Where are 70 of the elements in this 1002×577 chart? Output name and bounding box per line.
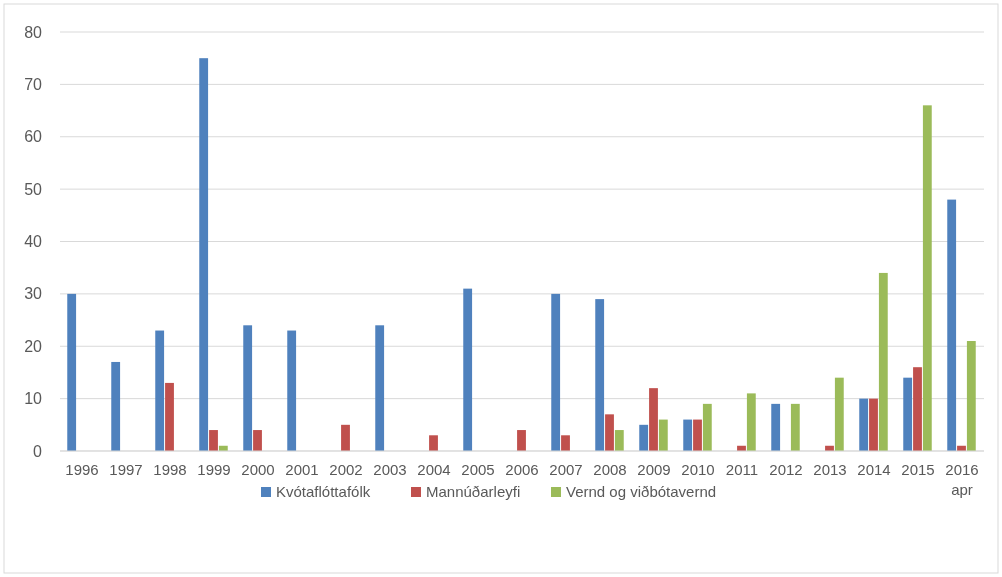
bar <box>834 377 844 451</box>
bar <box>683 419 693 451</box>
bar <box>429 435 438 451</box>
bar <box>605 414 614 451</box>
bar <box>209 430 218 451</box>
bar <box>658 419 668 451</box>
bar <box>702 403 712 451</box>
bar <box>517 430 526 451</box>
legend-label: Kvótaflóttafólk <box>276 483 371 501</box>
x-tick-label: 1999 <box>197 461 231 478</box>
bar <box>375 325 385 451</box>
y-tick-label: 30 <box>24 285 43 303</box>
y-tick-label: 60 <box>24 128 43 146</box>
bar <box>922 105 932 451</box>
bar <box>463 288 473 451</box>
x-tick-label: 2015 <box>901 461 935 478</box>
y-tick-label: 40 <box>24 233 43 251</box>
x-tick-label: 1996 <box>65 461 99 478</box>
bar <box>903 377 913 451</box>
bar <box>165 382 174 451</box>
bar <box>966 341 976 451</box>
x-tick-label: 2004 <box>417 461 451 478</box>
x-tick-label: 2000 <box>241 461 275 478</box>
x-tick-label: 2006 <box>505 461 539 478</box>
bar <box>253 430 262 451</box>
legend-label: Mannúðarleyfi <box>426 483 521 501</box>
y-tick-label: 20 <box>24 337 43 355</box>
bar <box>199 58 209 451</box>
bar <box>67 293 77 451</box>
bar <box>947 199 957 451</box>
x-tick-label: 2016 apr <box>945 461 979 498</box>
x-tick-label: 1997 <box>109 461 143 478</box>
bar <box>341 424 350 451</box>
bar <box>649 388 658 451</box>
bar <box>746 393 756 451</box>
x-tick-label: 2002 <box>329 461 363 478</box>
bar <box>155 330 165 451</box>
bar <box>859 398 869 451</box>
bar <box>913 367 922 451</box>
y-tick-label: 70 <box>24 75 43 93</box>
x-tick-label: 2012 <box>769 461 803 478</box>
x-tick-label: 2011 <box>725 461 759 478</box>
bar <box>878 272 888 451</box>
bar <box>595 299 605 451</box>
bar <box>287 330 297 451</box>
x-tick-label: 1998 <box>153 461 187 478</box>
bar <box>869 398 878 451</box>
bar <box>693 419 702 451</box>
y-tick-label: 50 <box>24 180 43 198</box>
bar <box>771 403 781 451</box>
x-tick-label: 2010 <box>681 461 715 478</box>
bar <box>111 361 121 451</box>
bar <box>551 293 561 451</box>
legend-label: Vernd og viðbótavernd <box>566 483 717 501</box>
y-tick-label: 80 <box>24 23 43 41</box>
bar <box>639 424 649 451</box>
x-tick-label: 2014 <box>857 461 891 478</box>
x-tick-label: 2005 <box>461 461 495 478</box>
x-tick-label: 2001 <box>285 461 319 478</box>
bar <box>561 435 570 451</box>
bar <box>790 403 800 451</box>
x-tick-label: 2007 <box>549 461 583 478</box>
bar <box>243 325 253 451</box>
x-tick-label: 2009 <box>637 461 671 478</box>
x-tick-label: 2013 <box>813 461 847 478</box>
x-tick-label: 2008 <box>593 461 627 478</box>
x-tick-label: 2003 <box>373 461 407 478</box>
y-tick-label: 10 <box>24 390 43 408</box>
y-tick-label: 0 <box>33 442 43 460</box>
bar <box>614 430 624 451</box>
